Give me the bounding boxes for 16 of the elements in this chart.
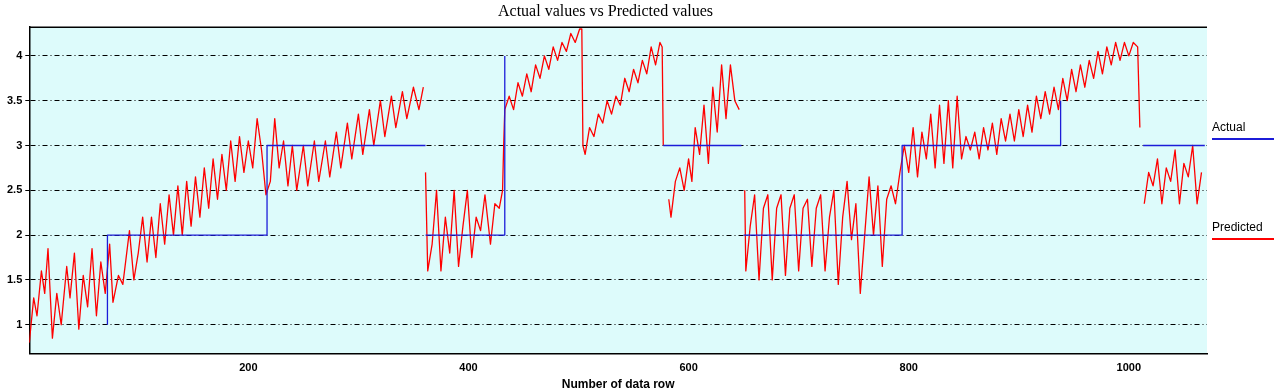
chart-title: Actual values vs Predicted values xyxy=(497,1,714,19)
series-label: Predicted xyxy=(1212,220,1264,234)
series-label: Actual xyxy=(1212,120,1247,134)
x-tick-label: 600 xyxy=(679,361,698,374)
x-tick-label: 200 xyxy=(239,361,258,374)
y-tick-label: 4 xyxy=(16,48,24,61)
y-tick-label: 1.5 xyxy=(6,272,23,285)
y-tick-label: 1 xyxy=(16,317,23,330)
y-tick-label: 2 xyxy=(16,228,23,241)
y-tick-label: 3 xyxy=(16,138,23,151)
x-axis-title: Number of data row xyxy=(561,377,676,392)
y-tick-label: 3.5 xyxy=(6,93,23,106)
y-tick-label: 2.5 xyxy=(6,183,23,196)
x-tick-label: 1000 xyxy=(1116,361,1142,374)
x-tick-label: 400 xyxy=(459,361,478,374)
x-tick-label: 800 xyxy=(899,361,918,374)
